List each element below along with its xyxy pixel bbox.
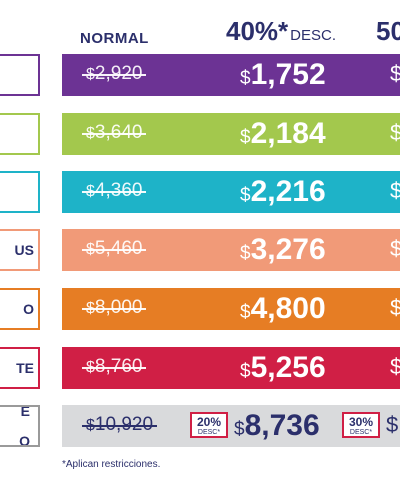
original-price: $4,360 <box>81 180 147 201</box>
original-price: $8,000 <box>81 297 147 318</box>
price-bar: $2,920 $1,752 $ <box>62 54 400 96</box>
price-row: US $5,460 $3,276 $ <box>0 229 400 271</box>
row-label-line1: E <box>20 405 30 419</box>
price-50-partial: $ <box>390 120 400 145</box>
discount-price: $1,752 <box>240 58 326 91</box>
row-label <box>0 171 40 213</box>
discount-badge-30: 30% DESC* <box>342 412 380 438</box>
original-price: $5,460 <box>81 238 147 259</box>
price-bar: $10,920 20% DESC* $8,736 30% DESC* $ <box>62 405 400 447</box>
price-row: $3,640 $2,184 $ <box>0 113 400 155</box>
discount-price: $2,184 <box>240 117 326 150</box>
original-price: $3,640 <box>81 122 147 143</box>
price-50-partial: $ <box>386 412 399 437</box>
price-row: TE $8,760 $5,256 $4 <box>0 347 400 389</box>
price-50-partial: $ <box>390 178 400 203</box>
price-bar: $8,000 $4,800 $4 <box>62 288 400 330</box>
original-price: $10,920 <box>81 414 158 435</box>
discount-price: $3,276 <box>240 233 326 266</box>
discount-price: $4,800 <box>240 292 326 325</box>
price-bar: $8,760 $5,256 $4 <box>62 347 400 389</box>
row-label-line2: O <box>19 432 30 447</box>
price-50-partial: $4 <box>390 295 400 320</box>
footnote: *Aplican restricciones. <box>62 459 161 470</box>
header-40-value: 40%* <box>226 16 289 46</box>
header-50-discount: 50 <box>376 16 400 46</box>
price-row: $4,360 $2,216 $ <box>0 171 400 213</box>
price-50-partial: $ <box>390 61 400 86</box>
header-40-discount: 40%* DESC. <box>226 16 336 47</box>
price-bar: $3,640 $2,184 $ <box>62 113 400 155</box>
header-40-desc: DESC. <box>290 27 336 44</box>
row-label: O <box>0 288 40 330</box>
row-label <box>0 113 40 155</box>
price-row: O $8,000 $4,800 $4 <box>0 288 400 330</box>
original-price: $8,760 <box>81 356 147 377</box>
price-row: $2,920 $1,752 $ <box>0 54 400 96</box>
price-bar: $5,460 $3,276 $ <box>62 229 400 271</box>
price-50-partial: $ <box>390 236 400 261</box>
row-label: TE <box>0 347 40 389</box>
discount-price: $8,736 <box>234 409 320 442</box>
discount-badge-20: 20% DESC* <box>190 412 228 438</box>
discount-price: $5,256 <box>240 351 326 384</box>
original-price: $2,920 <box>81 63 147 84</box>
row-label: US <box>0 229 40 271</box>
price-bar: $4,360 $2,216 $ <box>62 171 400 213</box>
discount-price: $2,216 <box>240 175 326 208</box>
price-50-partial: $4 <box>390 354 400 379</box>
row-label <box>0 54 40 96</box>
header-normal: NORMAL <box>80 30 149 47</box>
